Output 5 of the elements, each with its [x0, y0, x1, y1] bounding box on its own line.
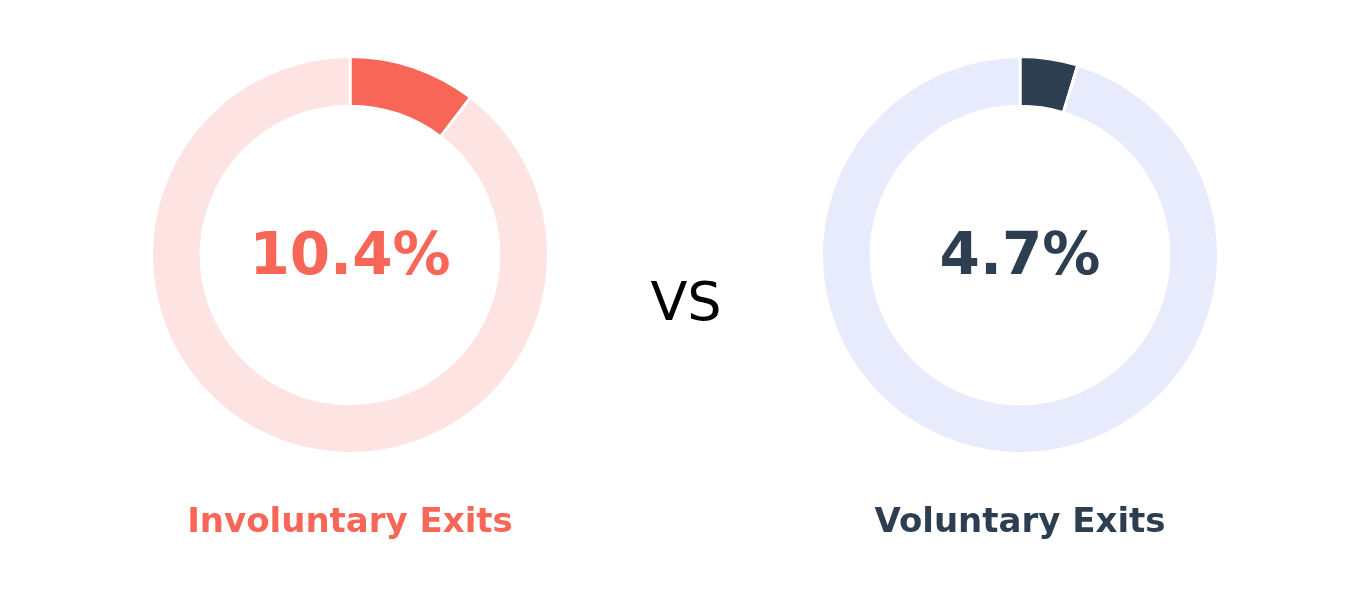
data-label: 4.7% [939, 220, 1101, 289]
text: VS [649, 270, 723, 333]
data-label: 10.4% [249, 220, 451, 289]
text: Voluntary Exits [873, 500, 1167, 540]
text: Involuntary Exits [186, 500, 514, 540]
